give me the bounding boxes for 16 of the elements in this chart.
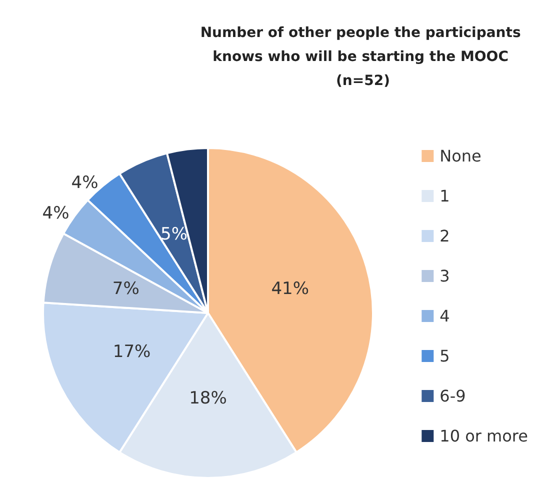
data-label: 4%	[42, 204, 70, 224]
legend-label: None	[440, 146, 482, 166]
legend-label: 2	[440, 226, 450, 246]
legend-label: 4	[440, 306, 450, 326]
data-label: 18%	[189, 388, 227, 408]
chart-title: Number of other people the participants knows who will be starting the MOOC (n=52)	[200, 25, 526, 89]
data-label: 7%	[112, 279, 140, 300]
data-label: 41%	[271, 279, 310, 300]
legend-label: 1	[440, 186, 450, 206]
data-label: 17%	[112, 342, 151, 362]
data-label: 4%	[71, 172, 98, 193]
legend-label: 5	[440, 346, 450, 366]
legend-label: 6-9	[440, 386, 466, 406]
legend-label: 10 or more	[440, 426, 528, 446]
legend-label: 3	[440, 266, 450, 286]
data-label: 5%	[160, 224, 188, 245]
